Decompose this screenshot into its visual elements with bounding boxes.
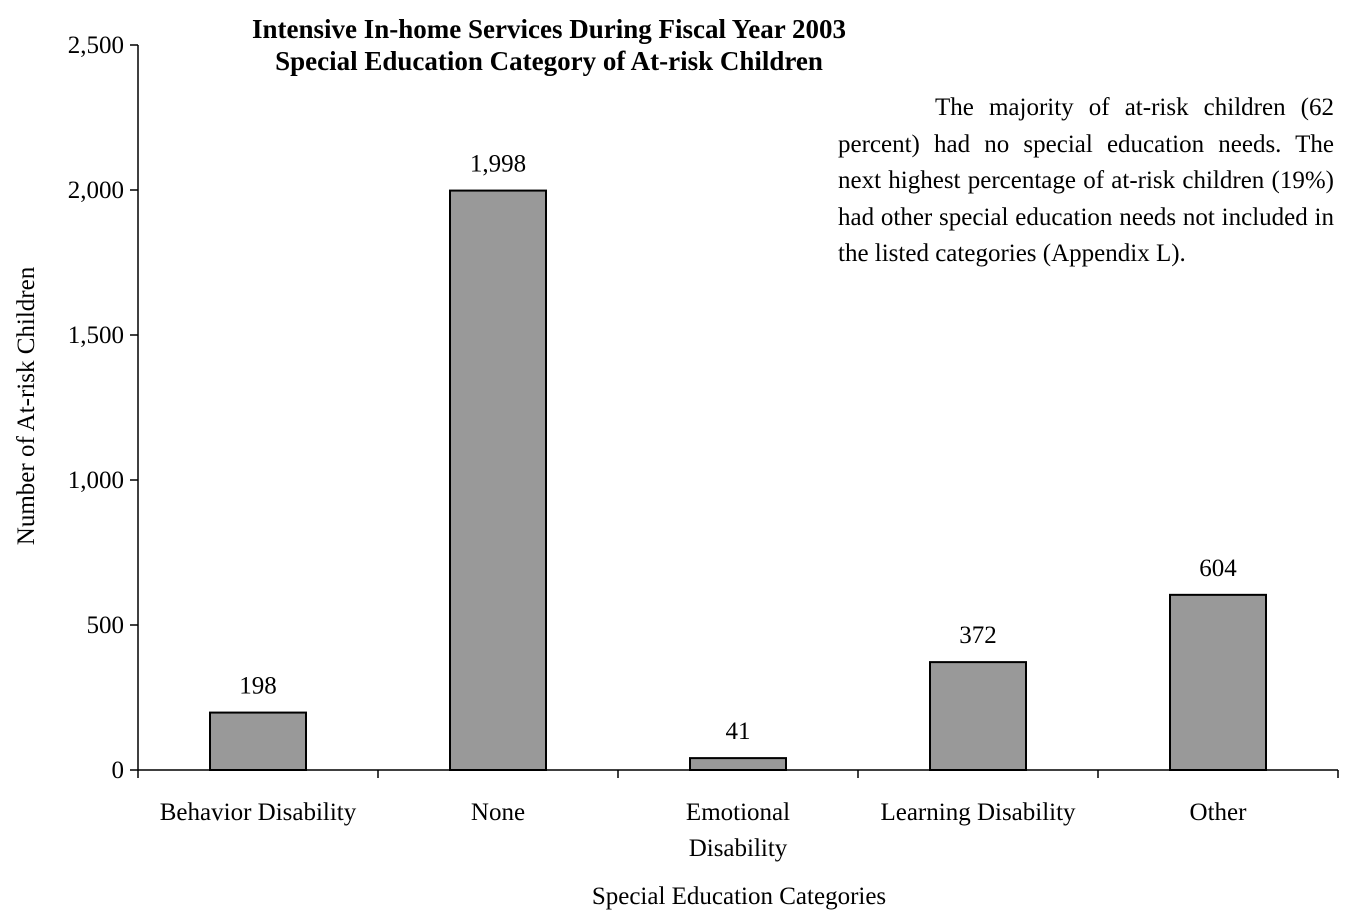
y-tick-label: 2,000 xyxy=(68,177,124,204)
chart-subtitle: Special Education Category of At-risk Ch… xyxy=(275,46,823,76)
y-tick-label: 500 xyxy=(87,612,125,639)
data-label: 372 xyxy=(959,622,997,649)
x-tick-label: Learning Disability xyxy=(880,799,1076,826)
x-axis-title: Special Education Categories xyxy=(592,883,886,910)
y-axis-title: Number of At-risk Children xyxy=(13,266,40,545)
bar xyxy=(929,661,1027,771)
x-tick-label: Behavior Disability xyxy=(160,799,357,826)
chart-title: Intensive In-home Services During Fiscal… xyxy=(252,14,846,44)
x-tick-label: None xyxy=(471,799,525,826)
x-tick-label: Other xyxy=(1190,799,1248,826)
plot-area: 0 500 1,000 1,500 2,000 2,500 198 Behavior Disa… xyxy=(68,32,1339,862)
y-tick-label: 1,000 xyxy=(68,467,124,494)
y-tick-label: 0 xyxy=(112,757,125,784)
y-tick-label: 2,500 xyxy=(68,32,124,59)
bar xyxy=(1169,593,1267,772)
bar xyxy=(689,757,787,771)
bar xyxy=(209,711,307,772)
data-label: 604 xyxy=(1199,555,1237,582)
chart-annotation: The majority of at-risk children (62 per… xyxy=(838,94,1334,267)
x-tick-label: Disability xyxy=(689,835,788,862)
data-label: 1,998 xyxy=(470,151,526,178)
bar xyxy=(449,189,547,771)
data-label: 41 xyxy=(726,718,751,745)
data-label: 198 xyxy=(239,673,277,700)
y-tick-label: 1,500 xyxy=(68,322,124,349)
x-tick-label: Emotional xyxy=(686,799,790,826)
